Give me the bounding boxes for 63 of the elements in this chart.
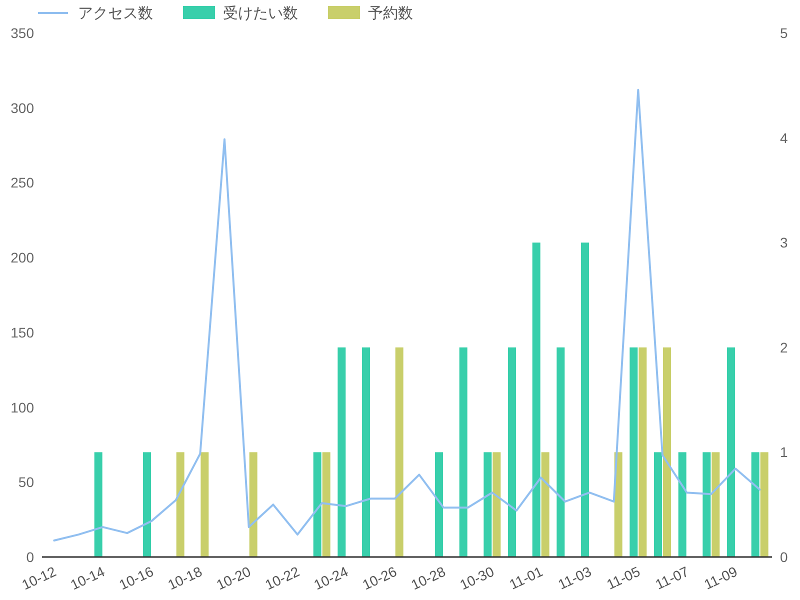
y-tick-label: 350	[10, 25, 34, 41]
y-tick-label: 250	[10, 174, 34, 191]
x-tick-label: 10-20	[214, 563, 254, 593]
bar	[678, 452, 686, 557]
bar	[654, 452, 662, 557]
y2-tick-label: 5	[780, 25, 788, 41]
x-tick-label: 10-12	[19, 563, 59, 593]
bar	[200, 452, 209, 557]
y2-tick-label: 0	[780, 549, 788, 565]
bar	[94, 452, 102, 557]
bar	[143, 452, 151, 557]
x-tick-label: 11-05	[604, 563, 643, 592]
x-tick-label: 10-14	[68, 563, 108, 593]
y-tick-label: 0	[26, 549, 34, 565]
legend-label: 受けたい数	[223, 5, 298, 22]
x-tick-label: 11-07	[652, 563, 692, 592]
bar	[338, 347, 346, 557]
legend-label: 予約数	[368, 5, 413, 22]
y-tick-label: 150	[10, 324, 34, 340]
bar	[727, 347, 735, 557]
bar	[630, 347, 638, 557]
x-tick-label: 10-18	[165, 563, 205, 593]
bar	[249, 452, 258, 557]
bar	[541, 452, 550, 557]
x-tick-label: 11-01	[506, 563, 546, 592]
bar	[702, 452, 711, 557]
bar	[712, 452, 720, 557]
bar	[760, 452, 768, 557]
y2-tick-label: 4	[780, 130, 788, 146]
bar	[638, 347, 647, 557]
bar	[176, 452, 184, 557]
bar	[532, 242, 540, 557]
bar	[459, 347, 468, 557]
bar	[322, 452, 330, 557]
bar	[313, 452, 322, 557]
bar	[614, 452, 622, 557]
legend-label: アクセス数	[78, 5, 153, 22]
y2-tick-label: 1	[780, 444, 788, 460]
bar	[581, 242, 589, 557]
bar	[751, 452, 760, 557]
y2-tick-label: 2	[780, 339, 788, 356]
y-tick-label: 300	[10, 100, 34, 116]
y2-tick-label: 3	[780, 234, 788, 251]
bar	[362, 347, 370, 557]
bar	[435, 452, 443, 557]
y-tick-label: 50	[18, 474, 34, 490]
x-tick-label: 10-26	[360, 563, 400, 593]
x-tick-label: 10-30	[457, 563, 497, 593]
x-tick-label: 10-16	[116, 563, 156, 593]
x-tick-label: 10-24	[311, 563, 351, 593]
y-tick-label: 100	[10, 399, 34, 416]
bar	[556, 347, 565, 557]
x-tick-label: 11-09	[701, 563, 740, 592]
bar	[484, 452, 492, 557]
line-series	[53, 88, 761, 542]
bar	[492, 452, 501, 557]
x-tick-label: 10-22	[262, 563, 302, 593]
y-tick-label: 200	[10, 250, 34, 266]
x-tick-label: 10-28	[408, 563, 448, 593]
bar	[395, 347, 404, 557]
x-tick-label: 11-03	[555, 563, 594, 592]
bar	[508, 347, 516, 557]
bar	[663, 347, 671, 557]
